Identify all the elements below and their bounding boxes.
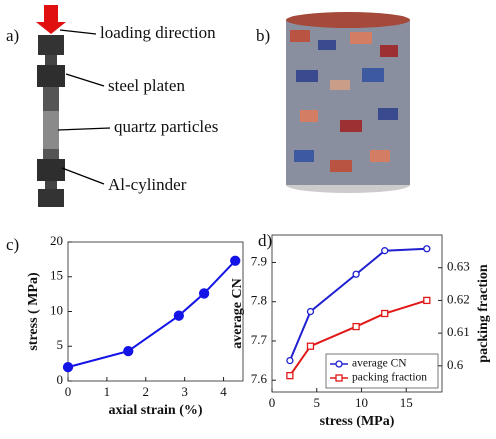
figure: a) loading direction steel platen quartz… (0, 0, 496, 439)
x-tick-label: 0 (65, 384, 72, 399)
x-axis-label: axial strain (%) (108, 403, 202, 418)
y2-tick-label: 0.61 (447, 324, 470, 339)
marker (353, 324, 359, 330)
marker (231, 256, 240, 265)
y-axis-label: stress ( MPa) (26, 272, 41, 351)
x-axis-label: stress (MPa) (320, 414, 395, 429)
y-tick-label: 15 (50, 268, 63, 283)
legend-marker (336, 375, 342, 381)
apparatus-drawing (36, 5, 110, 207)
y-tick-label: 7.9 (251, 253, 267, 268)
y-tick-label: 10 (50, 302, 63, 317)
x-tick-label: 15 (400, 395, 413, 410)
cylinder-image (286, 12, 410, 193)
y2-tick-label: 0.63 (447, 259, 470, 274)
y-tick-label: 20 (50, 233, 63, 248)
y-tick-label: 0 (57, 372, 64, 387)
marker (124, 347, 133, 356)
x-tick-label: 0 (269, 395, 276, 410)
marker (287, 358, 293, 364)
legend-label: packing fraction (352, 372, 427, 384)
legend-marker (336, 361, 342, 367)
y-tick-label: 7.8 (251, 293, 267, 308)
marker (424, 246, 430, 252)
marker (307, 343, 313, 349)
annotation: Al-cylinder (108, 175, 187, 194)
y2-tick-label: 0.62 (447, 291, 470, 306)
marker (382, 248, 388, 254)
marker (200, 289, 209, 298)
marker (174, 311, 183, 320)
panel-label: c) (6, 235, 19, 254)
x-tick-label: 1 (104, 384, 111, 399)
x-tick-label: 5 (313, 395, 320, 410)
annotation: loading direction (100, 23, 216, 42)
annotation: steel platen (108, 76, 185, 95)
series-line (68, 261, 235, 367)
marker (307, 309, 313, 315)
y2-axis-label: packing fraction (476, 264, 491, 363)
panel-label: d) (258, 231, 272, 250)
panel-label: a) (6, 26, 19, 45)
legend-label: average CN (352, 358, 407, 370)
x-tick-label: 4 (220, 384, 227, 399)
y2-tick-label: 0.6 (447, 357, 464, 372)
y-tick-label: 7.6 (251, 371, 268, 386)
x-tick-label: 10 (355, 395, 368, 410)
x-tick-label: 3 (181, 384, 188, 399)
marker (64, 363, 73, 372)
marker (424, 297, 430, 303)
y-tick-label: 7.7 (251, 332, 268, 347)
panel-label: b) (256, 26, 270, 45)
x-tick-label: 2 (143, 384, 150, 399)
marker (287, 373, 293, 379)
y-axis-label: average CN (230, 278, 245, 348)
marker (382, 311, 388, 317)
marker (353, 271, 359, 277)
y-tick-label: 5 (57, 337, 64, 352)
annotation: quartz particles (114, 117, 218, 136)
